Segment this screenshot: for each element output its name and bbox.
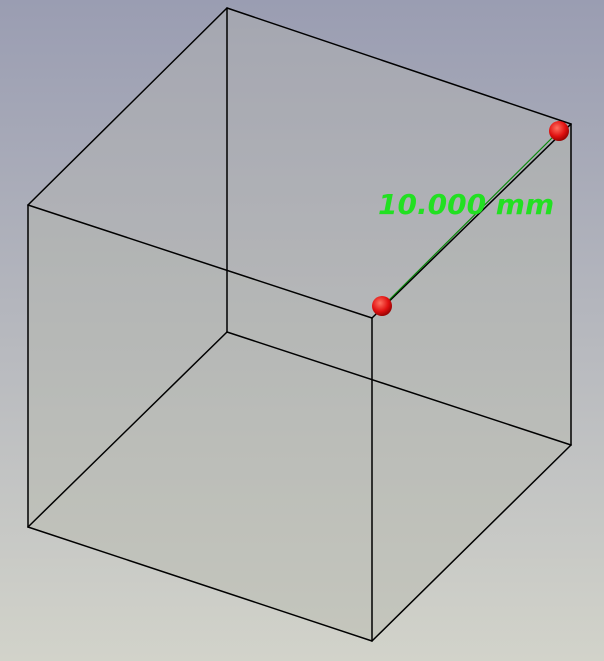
dimension-label: 10.000 mm: [378, 188, 554, 221]
edge-back-bottom-left: [27, 331, 228, 528]
edge-back-bottom-right: [226, 331, 572, 446]
edge-front-bottom: [27, 526, 373, 642]
dimension-line[interactable]: [382, 130, 560, 307]
cube-face-right[interactable]: [372, 124, 571, 641]
cube-model[interactable]: [27, 7, 572, 642]
measurement-endpoint-end[interactable]: [549, 121, 569, 141]
edge-back-top-left: [27, 7, 228, 206]
edge-right-bottom: [371, 444, 572, 642]
cube-face-top[interactable]: [28, 8, 571, 318]
cube-edges: [27, 7, 572, 642]
cube-face-front[interactable]: [28, 205, 372, 641]
edge-right-top: [371, 123, 572, 319]
edge-front-top: [27, 204, 373, 319]
measurement-endpoint-start[interactable]: [372, 296, 392, 316]
edge-back-top-right: [226, 7, 572, 125]
distance-measurement[interactable]: 10.000 mm: [372, 121, 569, 316]
